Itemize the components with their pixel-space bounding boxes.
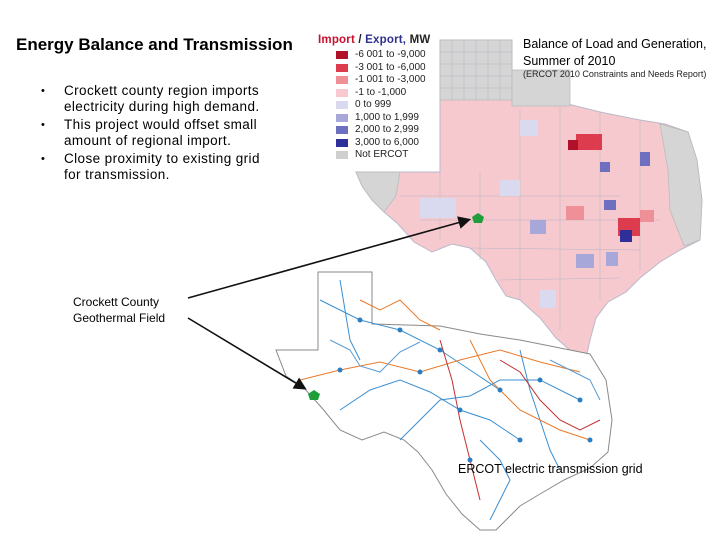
geothermal-marker-icon xyxy=(308,390,320,400)
arrow-to-balance-map xyxy=(187,216,472,299)
legend-label: -6 001 to -9,000 xyxy=(355,49,426,60)
east-not-ercot xyxy=(659,123,703,247)
legend-label: 3,000 to 6,000 xyxy=(355,136,419,148)
legend-swatch xyxy=(336,63,348,72)
legend-label: -1 001 to -3,000 xyxy=(355,74,426,85)
far-west-not-ercot xyxy=(355,171,401,213)
county-export-mid xyxy=(600,162,610,172)
slide-title: Energy Balance and Transmission xyxy=(16,35,293,54)
legend-swatch xyxy=(336,151,348,159)
legend-swatch xyxy=(336,126,348,134)
transmission-lines xyxy=(299,279,601,521)
substation-nodes xyxy=(337,317,593,463)
balance-map-title: Balance of Load and Generation, Summer o… xyxy=(523,37,707,68)
county-export-mid xyxy=(640,152,650,166)
geothermal-field-label: Crockett County Geothermal Field xyxy=(73,295,166,325)
legend-swatch xyxy=(336,76,348,84)
county-export-low xyxy=(576,254,594,268)
county-export-mid xyxy=(604,200,616,210)
bullet-list: Crockett county region imports electrici… xyxy=(38,83,276,185)
legend-label: 0 to 999 xyxy=(355,99,392,110)
grid-map xyxy=(275,271,613,531)
county-balance-low xyxy=(520,120,538,136)
county-import-high xyxy=(568,140,578,150)
geothermal-marker-icon xyxy=(472,213,484,223)
legend-swatch xyxy=(336,88,348,97)
import-export-legend: Import / Export, MW -6 001 to -9,000 -3 0… xyxy=(316,32,438,164)
legend-title: Import / Export, MW xyxy=(318,34,431,46)
county-export-high xyxy=(620,230,632,242)
legend-swatch xyxy=(336,101,348,109)
arrow-to-grid-map xyxy=(187,317,307,390)
legend-label: 2,000 to 2,999 xyxy=(355,124,419,135)
county-import-mid xyxy=(566,206,584,220)
north-not-ercot xyxy=(511,69,571,107)
legend-swatch xyxy=(336,113,348,122)
legend-label: -1 to -1,000 xyxy=(355,86,407,98)
legend-swatch xyxy=(336,51,348,59)
county-export-low xyxy=(606,252,618,266)
bullet-item: Crockett county region imports electrici… xyxy=(38,83,276,115)
bullet-item: Close proximity to existing grid for tra… xyxy=(38,151,276,183)
county-balance-low xyxy=(420,198,456,218)
county-balance-low xyxy=(540,290,556,308)
grid-map-caption: ERCOT electric transmission grid xyxy=(458,462,643,476)
legend-swatch xyxy=(336,138,348,147)
county-import-high xyxy=(576,134,602,150)
texas-outline-lower xyxy=(275,271,613,531)
county-export-low xyxy=(530,220,546,234)
legend-label: Not ERCOT xyxy=(355,149,409,160)
balance-map-source: (ERCOT 2010 Constraints and Needs Report… xyxy=(523,69,707,79)
bullet-item: This project would offset small amount o… xyxy=(38,117,276,149)
legend-label: -3 001 to -6,000 xyxy=(355,61,426,73)
county-balance-low xyxy=(500,180,520,196)
legend-label: 1,000 to 1,999 xyxy=(355,111,419,123)
balance-map xyxy=(355,39,703,359)
county-import-mid xyxy=(640,210,654,222)
